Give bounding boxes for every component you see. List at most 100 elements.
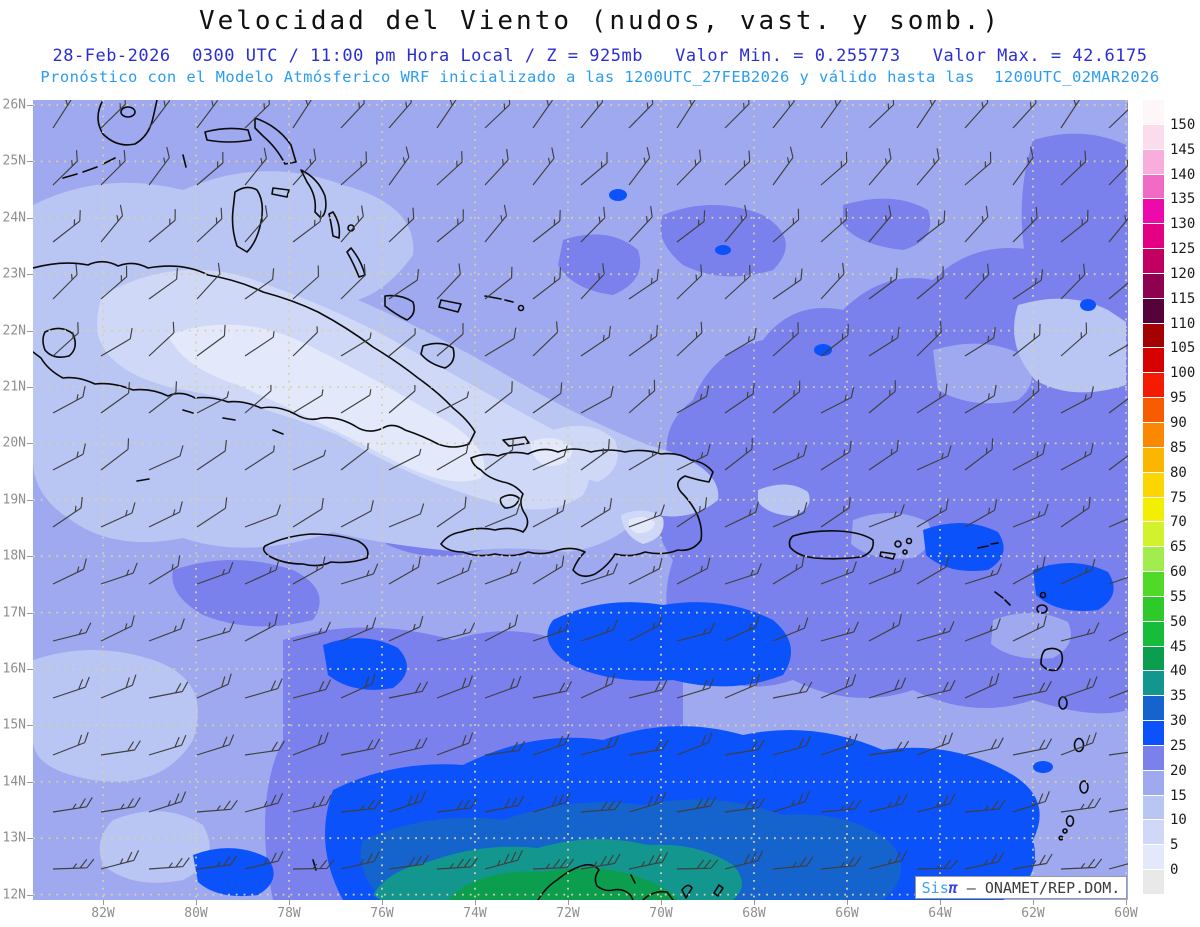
colorbar-tick-label: 50 bbox=[1170, 613, 1187, 630]
colorbar-cell bbox=[1143, 845, 1164, 871]
colorbar-cell bbox=[1143, 149, 1164, 175]
lat-label: 16N bbox=[2, 661, 26, 677]
lat-label: 17N bbox=[2, 605, 26, 621]
colorbar-tick-label: 5 bbox=[1170, 837, 1179, 854]
colorbar-cell bbox=[1143, 497, 1164, 523]
colorbar-cell bbox=[1143, 596, 1164, 622]
wind-speed-contour-map bbox=[32, 88, 1149, 901]
lat-label: 24N bbox=[2, 210, 26, 226]
colorbar-tick-label: 145 bbox=[1170, 141, 1196, 158]
lat-label: 22N bbox=[2, 323, 26, 339]
map-canvas: Sis π – ONAMET/REP.DOM. bbox=[32, 88, 1149, 901]
lon-tick bbox=[754, 900, 755, 905]
lat-tick bbox=[27, 725, 33, 727]
lon-tick bbox=[847, 900, 848, 905]
lon-label: 60W bbox=[1114, 906, 1138, 921]
colorbar-cell bbox=[1143, 547, 1164, 573]
lon-label: 80W bbox=[184, 906, 208, 921]
lon-label: 64W bbox=[928, 906, 952, 921]
pi-icon: π bbox=[948, 878, 958, 897]
lat-tick bbox=[27, 838, 33, 840]
lat-label: 25N bbox=[2, 153, 26, 169]
lat-label: 12N bbox=[2, 887, 26, 903]
lon-label: 70W bbox=[649, 906, 673, 921]
colorbar-cell bbox=[1143, 447, 1164, 473]
colorbar-cell bbox=[1143, 373, 1164, 399]
colorbar-cell bbox=[1143, 348, 1164, 374]
lon-tick bbox=[940, 900, 941, 905]
lat-tick bbox=[27, 161, 33, 163]
colorbar-cell bbox=[1143, 472, 1164, 498]
colorbar-tick-label: 120 bbox=[1170, 265, 1196, 282]
lat-label: 20N bbox=[2, 435, 26, 451]
lon-tick bbox=[382, 900, 383, 905]
colorbar-cell bbox=[1143, 522, 1164, 548]
colorbar-tick-label: 140 bbox=[1170, 166, 1196, 183]
colorbar-tick-label: 75 bbox=[1170, 489, 1187, 506]
colorbar-cell bbox=[1143, 273, 1164, 299]
colorbar-cell bbox=[1143, 646, 1164, 672]
colorbar-cell bbox=[1143, 696, 1164, 722]
lat-label: 14N bbox=[2, 774, 26, 790]
colorbar-tick-label: 0 bbox=[1170, 862, 1179, 879]
colorbar-tick-label: 60 bbox=[1170, 564, 1187, 581]
colorbar-tick-label: 150 bbox=[1170, 116, 1196, 133]
colorbar-tick-label: 130 bbox=[1170, 216, 1196, 233]
lat-label: 26N bbox=[2, 97, 26, 113]
colorbar-cell bbox=[1143, 224, 1164, 250]
lon-tick bbox=[1126, 900, 1127, 905]
colorbar-cell bbox=[1143, 770, 1164, 796]
lat-tick bbox=[27, 499, 33, 501]
colorbar-tick-label: 85 bbox=[1170, 439, 1187, 456]
colorbar-cell bbox=[1143, 721, 1164, 746]
lon-tick bbox=[1033, 900, 1034, 905]
lat-tick bbox=[27, 443, 33, 445]
lat-tick bbox=[27, 274, 33, 276]
page-title: Velocidad del Viento (nudos, vast. y som… bbox=[198, 6, 1002, 36]
lat-label: 18N bbox=[2, 548, 26, 564]
lon-tick bbox=[475, 900, 476, 905]
colorbar-cell bbox=[1143, 100, 1164, 125]
filled-contours bbox=[33, 100, 1128, 900]
model-init-line: Pronóstico con el Modelo Atmósferico WRF… bbox=[40, 68, 1160, 86]
colorbar-tick-label: 35 bbox=[1170, 688, 1187, 705]
lat-tick bbox=[27, 669, 33, 670]
colorbar-tick-label: 80 bbox=[1170, 464, 1187, 481]
lat-tick bbox=[27, 612, 33, 614]
colorbar-cell bbox=[1143, 174, 1164, 200]
colorbar-cell bbox=[1143, 298, 1164, 324]
colorbar-cell bbox=[1143, 398, 1164, 423]
colorbar-tick-label: 10 bbox=[1170, 812, 1187, 829]
lat-tick bbox=[27, 387, 33, 388]
colorbar-tick-label: 110 bbox=[1170, 315, 1196, 332]
colorbar-tick-label: 70 bbox=[1170, 514, 1187, 531]
colorbar-tick-label: 90 bbox=[1170, 414, 1187, 431]
colorbar-cell bbox=[1143, 795, 1164, 821]
lat-label: 15N bbox=[2, 717, 26, 733]
lat-tick bbox=[27, 105, 33, 106]
lon-tick bbox=[196, 900, 197, 905]
lon-tick bbox=[568, 900, 569, 905]
colorbar-cell bbox=[1143, 422, 1164, 448]
colorbar-cell bbox=[1143, 820, 1164, 846]
lon-label: 62W bbox=[1021, 906, 1045, 921]
forecast-valid-time-line: 28-Feb-2026 0300 UTC / 11:00 pm Hora Loc… bbox=[52, 46, 1148, 66]
colorbar-cell bbox=[1143, 124, 1164, 150]
lon-tick bbox=[103, 900, 104, 905]
latlon-graticule bbox=[33, 100, 1128, 900]
lon-label: 68W bbox=[742, 906, 766, 921]
lon-label: 74W bbox=[463, 906, 487, 921]
lon-label: 82W bbox=[91, 906, 115, 921]
colorbar-cell bbox=[1143, 671, 1164, 697]
colorbar-cell bbox=[1143, 870, 1164, 895]
colorbar-tick-label: 115 bbox=[1170, 290, 1196, 307]
colorbar-tick-label: 20 bbox=[1170, 762, 1187, 779]
branding-product: Sis bbox=[921, 878, 949, 897]
colorbar-cell bbox=[1143, 621, 1164, 647]
lat-label: 21N bbox=[2, 379, 26, 395]
branding-box: Sis π – ONAMET/REP.DOM. bbox=[915, 876, 1127, 899]
colorbar-tick-label: 135 bbox=[1170, 191, 1196, 208]
branding-org: – ONAMET/REP.DOM. bbox=[957, 878, 1121, 897]
lat-tick bbox=[27, 781, 33, 783]
